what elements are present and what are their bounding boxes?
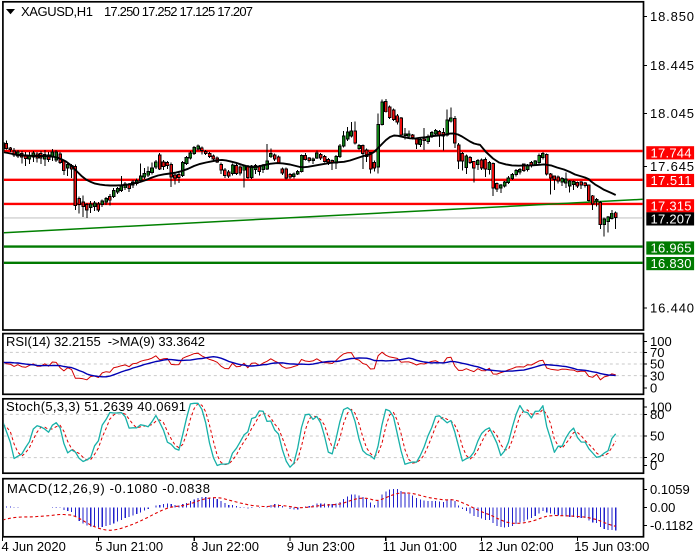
svg-text:-0.1182: -0.1182	[650, 518, 693, 533]
svg-text:0.1059: 0.1059	[650, 482, 690, 497]
svg-text:5 Jun 21:00: 5 Jun 21:00	[95, 539, 163, 554]
svg-text:18.045: 18.045	[650, 106, 694, 121]
svg-text:16.440: 16.440	[650, 300, 694, 315]
svg-text:9 Jun 23:00: 9 Jun 23:00	[287, 539, 355, 554]
svg-text:80: 80	[650, 407, 664, 422]
svg-text:17.207: 17.207	[651, 212, 692, 227]
svg-text:30: 30	[650, 369, 664, 384]
svg-text:17.250 17.252 17.125 17.207: 17.250 17.252 17.125 17.207	[104, 4, 253, 19]
svg-text:18.445: 18.445	[650, 58, 694, 73]
svg-text:8 Jun 22:00: 8 Jun 22:00	[191, 539, 259, 554]
svg-text:0: 0	[650, 458, 657, 473]
svg-text:16.830: 16.830	[651, 256, 692, 271]
svg-text:100: 100	[650, 399, 672, 414]
svg-text:17.511: 17.511	[651, 173, 692, 188]
svg-text:0: 0	[650, 381, 657, 396]
svg-text:100: 100	[650, 334, 672, 349]
svg-text:17.744: 17.744	[651, 145, 692, 160]
svg-text:18.850: 18.850	[650, 9, 694, 24]
svg-text:4 Jun 2020: 4 Jun 2020	[2, 539, 66, 554]
svg-text:17.315: 17.315	[651, 198, 692, 213]
svg-text:16.965: 16.965	[651, 241, 692, 256]
svg-text:50: 50	[650, 429, 664, 444]
svg-text:12 Jun 02:00: 12 Jun 02:00	[478, 539, 553, 554]
svg-text:50: 50	[650, 357, 664, 372]
svg-text:MACD(12,26,9) -0.1080 -0.0838: MACD(12,26,9) -0.1080 -0.0838	[7, 481, 210, 496]
svg-text:0.00: 0.00	[650, 500, 675, 515]
svg-text:70: 70	[650, 345, 664, 360]
svg-text:11 Jun 01:00: 11 Jun 01:00	[383, 539, 457, 554]
svg-text:20: 20	[650, 450, 664, 465]
svg-text:17.645: 17.645	[650, 159, 694, 174]
svg-text:RSI(14) 32.2155 ->MA(9) 33.36: RSI(14) 32.2155 ->MA(9) 33.3642	[6, 334, 205, 349]
svg-text:15 Jun 03:00: 15 Jun 03:00	[574, 539, 649, 554]
svg-text:Stoch(5,3,3) 51.2639 40.0691: Stoch(5,3,3) 51.2639 40.0691	[6, 399, 186, 414]
svg-text:XAGUSD,H1: XAGUSD,H1	[21, 4, 93, 19]
